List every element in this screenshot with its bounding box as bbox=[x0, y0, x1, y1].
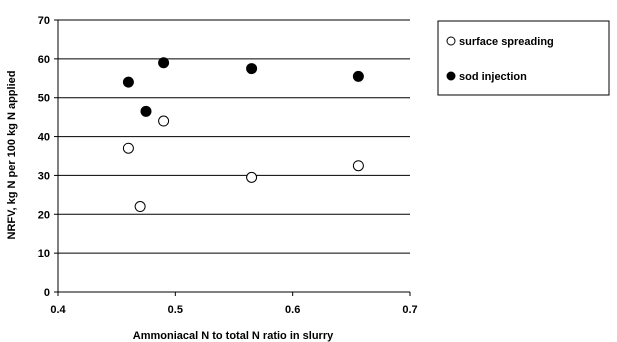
y-tick-label: 30 bbox=[38, 170, 50, 182]
x-tick-label: 0.6 bbox=[285, 304, 300, 316]
legend-label-sod-injection: sod injection bbox=[459, 71, 527, 83]
legend-label-surface-spreading: surface spreading bbox=[459, 36, 554, 48]
y-tick-label: 20 bbox=[38, 209, 50, 221]
x-tick-labels: 0.4 0.5 0.6 0.7 bbox=[50, 304, 417, 316]
y-tick-labels: 0 10 20 30 40 50 60 70 bbox=[38, 15, 50, 299]
data-point-sod-injection bbox=[122, 76, 134, 88]
data-point-surface-spreading bbox=[246, 171, 258, 183]
axes bbox=[54, 19, 411, 296]
x-tick-label: 0.7 bbox=[402, 304, 417, 316]
gridlines bbox=[58, 19, 410, 254]
y-tick-label: 10 bbox=[38, 248, 50, 260]
y-tick-label: 70 bbox=[38, 15, 50, 27]
legend-marker-sod-injection bbox=[446, 71, 456, 81]
data-point-sod-injection bbox=[246, 63, 258, 75]
data-point-sod-injection bbox=[352, 70, 364, 82]
data-point-surface-spreading bbox=[134, 201, 146, 213]
y-tick-label: 50 bbox=[38, 93, 50, 105]
y-tick-label: 40 bbox=[38, 132, 50, 144]
y-tick-label: 60 bbox=[38, 54, 50, 66]
data-point-surface-spreading bbox=[352, 160, 364, 172]
data-point-sod-injection bbox=[140, 105, 152, 117]
data-point-surface-spreading bbox=[122, 142, 134, 154]
legend-marker-surface-spreading bbox=[446, 36, 456, 46]
x-tick-label: 0.5 bbox=[168, 304, 183, 316]
x-axis-title: Ammoniacal N to total N ratio in slurry bbox=[133, 330, 334, 342]
y-axis-title: NRFV, kg N per 100 kg N applied bbox=[6, 71, 18, 240]
y-tick-label: 0 bbox=[44, 287, 50, 299]
data-points bbox=[122, 57, 364, 213]
legend-box bbox=[437, 20, 610, 96]
data-point-sod-injection bbox=[158, 57, 170, 69]
x-tick-label: 0.4 bbox=[50, 304, 66, 316]
data-point-surface-spreading bbox=[158, 115, 170, 127]
legend: surface spreading sod injection bbox=[437, 20, 610, 96]
